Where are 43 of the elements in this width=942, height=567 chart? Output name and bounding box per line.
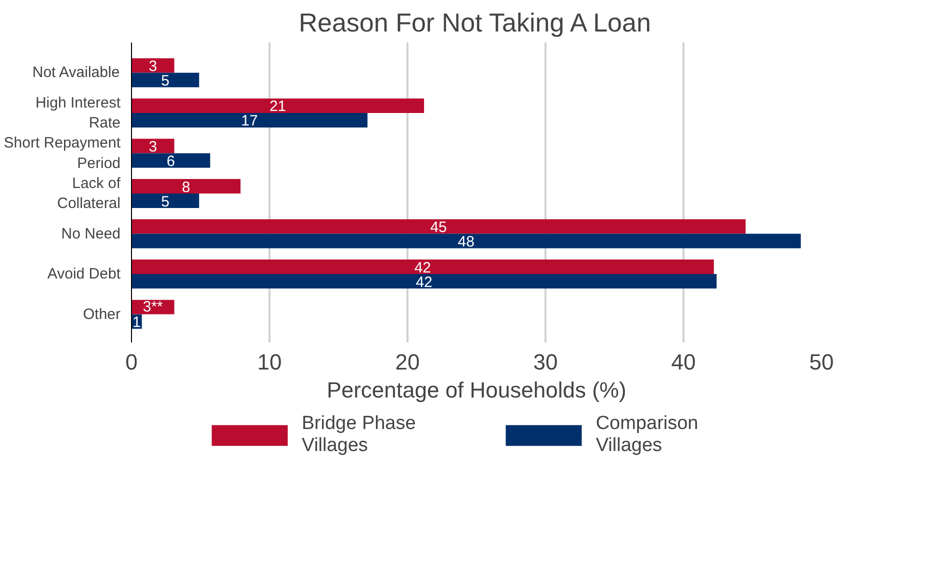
data-label: 3 [148,138,158,156]
bar [132,219,746,234]
bar [132,274,717,289]
legend-label: Comparison Villages [596,413,698,457]
y-tick-label: Avoid Debt [47,266,122,283]
y-tick-label: Not Available [32,64,120,82]
bar [132,234,801,248]
data-label: 48 [458,234,474,251]
data-label: 3** [142,298,164,316]
bar [132,98,424,113]
bar [132,58,174,73]
x-tick-label: 50 [809,350,834,374]
bar [132,72,200,88]
x-axis-title: Percentage of Households (%) [326,378,626,402]
data-label: 42 [416,274,432,291]
data-label: 17 [241,112,258,130]
data-label: 42 [414,259,432,276]
data-label: 1 [132,314,141,332]
bar [132,179,241,194]
x-tick-label: 40 [671,350,696,374]
x-tick-label: 20 [395,350,420,374]
data-label: 21 [269,98,286,116]
y-tick-label: Short Repayment Period [4,134,122,172]
x-tick-label: 30 [533,350,558,374]
data-label: 5 [161,72,170,90]
data-label: 5 [161,193,170,210]
bar [132,138,174,154]
data-label: 8 [182,178,190,196]
bar [132,153,210,168]
bar [132,112,368,128]
x-tick-label: 0 [125,350,138,374]
y-tick-label: No Need [61,225,120,242]
x-tick-label: 10 [257,350,282,374]
y-tick-label: High Interest Rate [35,94,122,132]
chart-title: Reason For Not Taking A Loan [298,8,651,38]
legend-label: Bridge Phase Villages [302,413,416,457]
y-tick-label: Other [82,306,121,323]
bar [132,194,200,208]
y-tick-label: Lack of Collateral [57,174,122,212]
data-label: 3 [148,58,158,75]
data-label: 6 [166,152,176,170]
data-label: 45 [430,219,447,236]
bar [132,260,714,274]
